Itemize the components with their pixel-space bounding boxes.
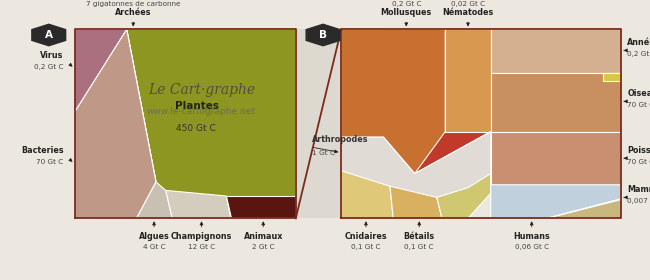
- Text: 7 gigatonnes de carbonne: 7 gigatonnes de carbonne: [86, 1, 181, 7]
- Polygon shape: [390, 186, 442, 218]
- Text: www.le-cartographe.net: www.le-cartographe.net: [147, 108, 256, 116]
- Polygon shape: [491, 185, 621, 218]
- Text: Mammifères: Mammifères: [627, 185, 650, 194]
- Text: Plantes: Plantes: [176, 101, 220, 111]
- Text: 0,2 Gt C: 0,2 Gt C: [391, 1, 421, 7]
- Polygon shape: [491, 73, 621, 132]
- Text: Cnidaires: Cnidaires: [344, 232, 387, 241]
- Text: 450 Gt C: 450 Gt C: [176, 124, 215, 133]
- Polygon shape: [491, 29, 621, 73]
- Polygon shape: [226, 196, 296, 218]
- Polygon shape: [341, 29, 445, 174]
- Text: 70 Gt C: 70 Gt C: [627, 102, 650, 108]
- Text: Oiseaux: Oiseaux: [627, 89, 650, 98]
- Polygon shape: [341, 132, 491, 218]
- Text: Champignons: Champignons: [171, 232, 232, 241]
- Text: 0,2 Gt C: 0,2 Gt C: [34, 64, 64, 70]
- Text: A: A: [45, 30, 53, 40]
- Text: 12 Gt C: 12 Gt C: [188, 244, 215, 249]
- Text: 0,02 Gt C: 0,02 Gt C: [451, 1, 485, 7]
- Text: 70 Gt C: 70 Gt C: [36, 159, 64, 165]
- Polygon shape: [296, 29, 341, 218]
- Text: Virus: Virus: [40, 51, 64, 60]
- Text: 0,06 Gt C: 0,06 Gt C: [515, 244, 549, 249]
- Polygon shape: [32, 24, 66, 46]
- Text: Bétails: Bétails: [404, 232, 435, 241]
- Text: Annélides: Annélides: [627, 38, 650, 47]
- Text: B: B: [319, 30, 327, 40]
- Text: 70 Gt C: 70 Gt C: [627, 159, 650, 165]
- Text: Bacteries: Bacteries: [21, 146, 64, 155]
- Text: Humans: Humans: [514, 232, 550, 241]
- Text: 4 Gt C: 4 Gt C: [143, 244, 165, 249]
- Text: 2 Gt C: 2 Gt C: [252, 244, 274, 249]
- Polygon shape: [127, 29, 296, 218]
- Polygon shape: [491, 132, 621, 185]
- Text: Algues: Algues: [138, 232, 170, 241]
- Text: Nématodes: Nématodes: [443, 8, 493, 17]
- Polygon shape: [75, 29, 127, 112]
- Polygon shape: [136, 182, 172, 218]
- Polygon shape: [546, 199, 621, 218]
- Text: Poissons: Poissons: [627, 146, 650, 155]
- Polygon shape: [166, 190, 231, 218]
- Polygon shape: [445, 29, 491, 132]
- Polygon shape: [341, 171, 393, 218]
- Text: Animaux: Animaux: [244, 232, 283, 241]
- Text: 0,2 Gt C: 0,2 Gt C: [627, 51, 650, 57]
- Polygon shape: [306, 24, 340, 46]
- Text: 0,1 Gt C: 0,1 Gt C: [351, 244, 381, 249]
- Text: Archées: Archées: [115, 8, 151, 17]
- Text: 0,1 Gt C: 0,1 Gt C: [404, 244, 434, 249]
- Polygon shape: [603, 73, 621, 81]
- Polygon shape: [437, 174, 491, 218]
- Text: Le Cart·graphe: Le Cart·graphe: [148, 83, 255, 97]
- Text: 1 Gt C: 1 Gt C: [312, 150, 335, 156]
- Polygon shape: [75, 29, 156, 218]
- Polygon shape: [384, 29, 491, 174]
- Text: Arthropodes: Arthropodes: [312, 136, 369, 144]
- Text: Mollusques: Mollusques: [381, 8, 432, 17]
- Polygon shape: [75, 29, 156, 218]
- Text: 0,007 Gt C: 0,007 Gt C: [627, 198, 650, 204]
